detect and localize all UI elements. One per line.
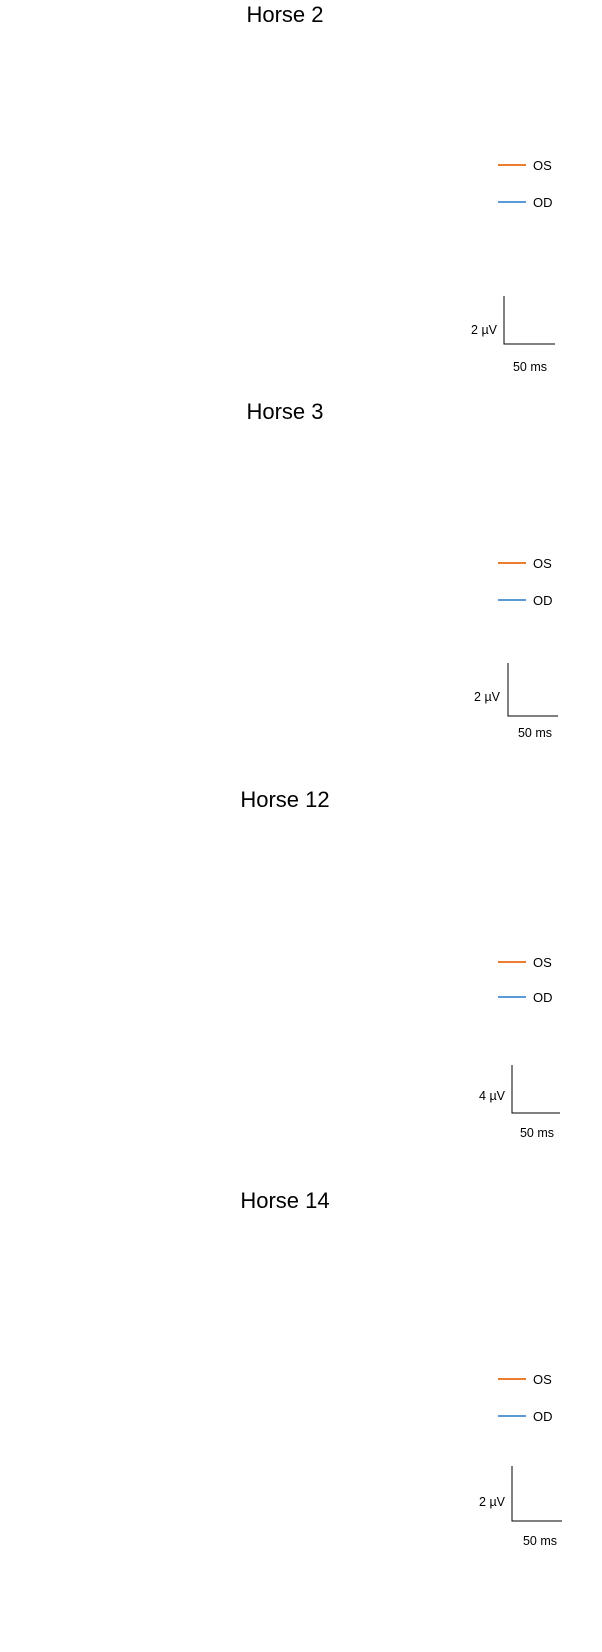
legend-label-os: OS <box>533 556 552 571</box>
panel-title: Horse 2 <box>246 2 323 27</box>
panel-horse-2: Horse 2 OS OD 2 µV 50 ms <box>246 2 555 374</box>
scale-amplitude-label: 2 µV <box>479 1495 506 1509</box>
legend-label-os: OS <box>533 955 552 970</box>
panel-title: Horse 12 <box>240 787 329 812</box>
scale-amplitude-label: 4 µV <box>479 1089 506 1103</box>
scale-amplitude-label: 2 µV <box>474 690 501 704</box>
panel-horse-14: Horse 14 OS OD 2 µV 50 ms <box>240 1188 562 1548</box>
panel-horse-3: Horse 3 OS OD 2 µV 50 ms <box>246 399 558 740</box>
scale-bar-lines <box>511 1466 562 1522</box>
legend: OS OD <box>498 556 553 608</box>
scale-bar-lines <box>503 296 555 345</box>
scale-amplitude-label: 2 µV <box>471 323 498 337</box>
scale-time-label: 50 ms <box>513 360 547 374</box>
scale-bar: 4 µV 50 ms <box>479 1065 560 1140</box>
legend-label-od: OD <box>533 593 553 608</box>
scale-bar-lines <box>511 1065 560 1114</box>
scale-time-label: 50 ms <box>523 1534 557 1548</box>
legend-label-os: OS <box>533 158 552 173</box>
panel-title: Horse 14 <box>240 1188 329 1213</box>
legend-label-od: OD <box>533 1409 553 1424</box>
legend: OS OD <box>498 955 553 1005</box>
scale-time-label: 50 ms <box>518 726 552 740</box>
legend-label-od: OD <box>533 990 553 1005</box>
legend-label-od: OD <box>533 195 553 210</box>
scale-bar: 2 µV 50 ms <box>471 296 555 374</box>
scale-time-label: 50 ms <box>520 1126 554 1140</box>
panel-title: Horse 3 <box>246 399 323 424</box>
legend: OS OD <box>498 1372 553 1424</box>
legend: OS OD <box>498 158 553 210</box>
panel-horse-12: Horse 12 OS OD 4 µV 50 ms <box>240 787 560 1140</box>
scale-bar-lines <box>507 663 558 717</box>
legend-label-os: OS <box>533 1372 552 1387</box>
scale-bar: 2 µV 50 ms <box>474 663 558 740</box>
scale-bar: 2 µV 50 ms <box>479 1466 562 1548</box>
